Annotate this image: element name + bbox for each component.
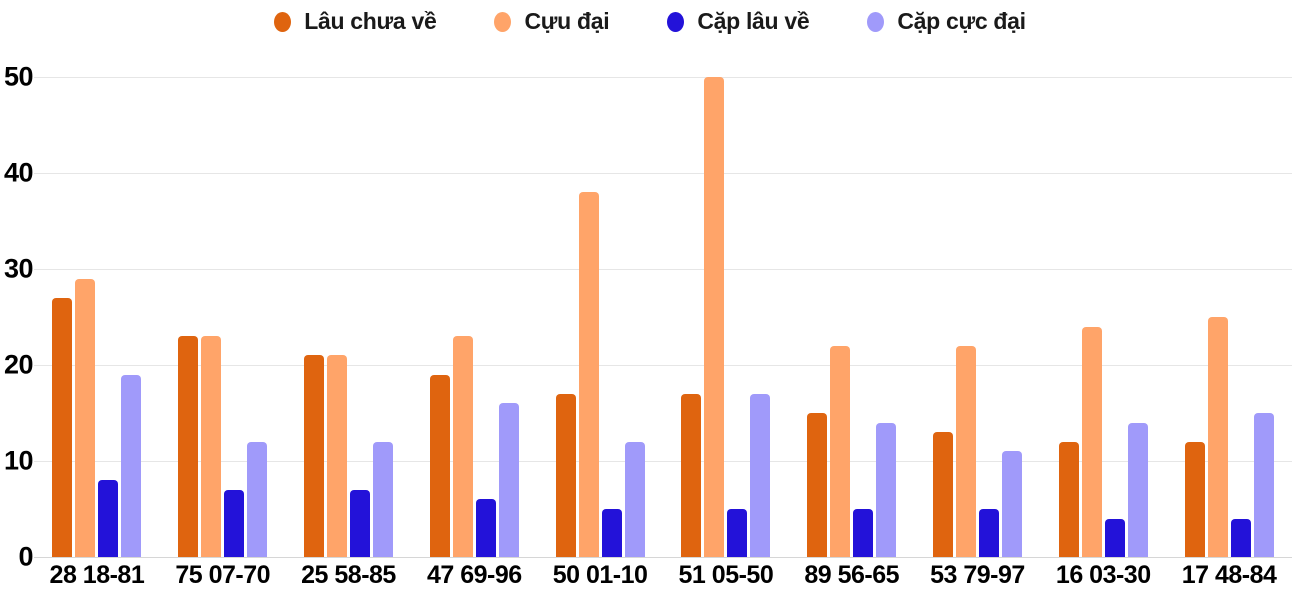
bar[interactable] (349, 489, 370, 557)
gridline (34, 76, 1292, 78)
plot-area: 0 10 20 30 40 50 (0, 62, 1300, 572)
bar[interactable] (955, 345, 976, 557)
bar[interactable] (853, 509, 874, 557)
bar[interactable] (807, 413, 828, 557)
bar[interactable] (578, 192, 599, 557)
plot-grid (34, 76, 1292, 558)
bar[interactable] (1081, 326, 1102, 557)
y-axis-label: 40 (3, 157, 34, 188)
bar[interactable] (75, 278, 96, 557)
bar[interactable] (932, 432, 953, 557)
gridline (34, 364, 1292, 366)
legend-item: Lâu chưa về (274, 8, 437, 35)
bar[interactable] (303, 355, 324, 557)
bar-group (34, 77, 160, 557)
bar-group (789, 77, 915, 557)
y-axis-label: 0 (18, 541, 33, 572)
bar[interactable] (1230, 518, 1251, 557)
bar-group (915, 77, 1041, 557)
legend-swatch-icon (274, 11, 292, 32)
bar[interactable] (704, 77, 725, 557)
x-axis-label: 16 03-30 (1055, 561, 1151, 589)
x-axis: 28 18-81 75 07-70 25 58-85 47 69-96 50 01-10… (34, 561, 1292, 590)
x-axis-baseline (34, 556, 1292, 558)
x-axis-label: 89 56-65 (804, 561, 900, 589)
bar[interactable] (452, 336, 473, 557)
gridline (34, 460, 1292, 462)
legend: Lâu chưa về Cựu đại Cặp lâu về Cặp cực đại (0, 8, 1300, 35)
x-axis-label: 51 05-50 (678, 561, 774, 589)
bar[interactable] (681, 393, 702, 557)
legend-label: Cựu đại (524, 8, 610, 34)
legend-item: Cựu đại (494, 8, 610, 35)
bar[interactable] (429, 374, 450, 557)
bar[interactable] (830, 345, 851, 557)
y-axis-label: 50 (3, 61, 34, 92)
legend-swatch-icon (494, 11, 512, 32)
bar[interactable] (178, 336, 199, 557)
gridline (34, 172, 1292, 174)
x-axis-label: 50 01-10 (552, 561, 648, 589)
y-axis-label: 10 (3, 445, 34, 476)
bar[interactable] (624, 441, 645, 557)
bar[interactable] (498, 403, 519, 557)
bar-group (286, 77, 412, 557)
gridline (34, 268, 1292, 270)
bar[interactable] (52, 297, 73, 557)
legend-label: Cặp cực đại (897, 8, 1026, 34)
legend-swatch-icon (867, 11, 885, 32)
legend-label: Cặp lâu về (697, 8, 810, 34)
bar[interactable] (1104, 518, 1125, 557)
legend-label: Lâu chưa về (304, 8, 437, 34)
x-axis-label: 28 18-81 (49, 561, 145, 589)
bar-group (1040, 77, 1166, 557)
bar[interactable] (475, 499, 496, 557)
x-axis-label: 17 48-84 (1181, 561, 1277, 589)
y-axis-label: 30 (3, 253, 34, 284)
bar-group (411, 77, 537, 557)
x-axis-label: 53 79-97 (930, 561, 1025, 589)
bar-group (537, 77, 663, 557)
bar[interactable] (1127, 422, 1148, 557)
bar[interactable] (1253, 413, 1274, 557)
bar[interactable] (121, 374, 142, 557)
bar[interactable] (1207, 317, 1228, 557)
bar[interactable] (876, 422, 897, 557)
bar[interactable] (224, 489, 245, 557)
bar[interactable] (201, 336, 222, 557)
y-axis-label: 20 (3, 349, 34, 380)
bar[interactable] (727, 509, 748, 557)
bar[interactable] (98, 480, 119, 557)
bar-group (160, 77, 286, 557)
legend-item: Cặp lâu về (667, 8, 810, 35)
bar[interactable] (1001, 451, 1022, 557)
legend-swatch-icon (667, 11, 685, 32)
x-axis-label: 47 69-96 (426, 561, 522, 589)
bar[interactable] (326, 355, 347, 557)
x-axis-label: 25 58-85 (301, 561, 396, 589)
x-axis-label: 75 07-70 (175, 561, 271, 589)
bar-groups (34, 77, 1292, 557)
bar[interactable] (750, 393, 771, 557)
bar[interactable] (1058, 441, 1079, 557)
bar-group (663, 77, 789, 557)
bar[interactable] (978, 509, 999, 557)
bar[interactable] (372, 441, 393, 557)
legend-item: Cặp cực đại (867, 8, 1026, 35)
bar[interactable] (1184, 441, 1205, 557)
bar[interactable] (601, 509, 622, 557)
bar[interactable] (555, 393, 576, 557)
bar[interactable] (247, 441, 268, 557)
bar-group (1166, 77, 1292, 557)
